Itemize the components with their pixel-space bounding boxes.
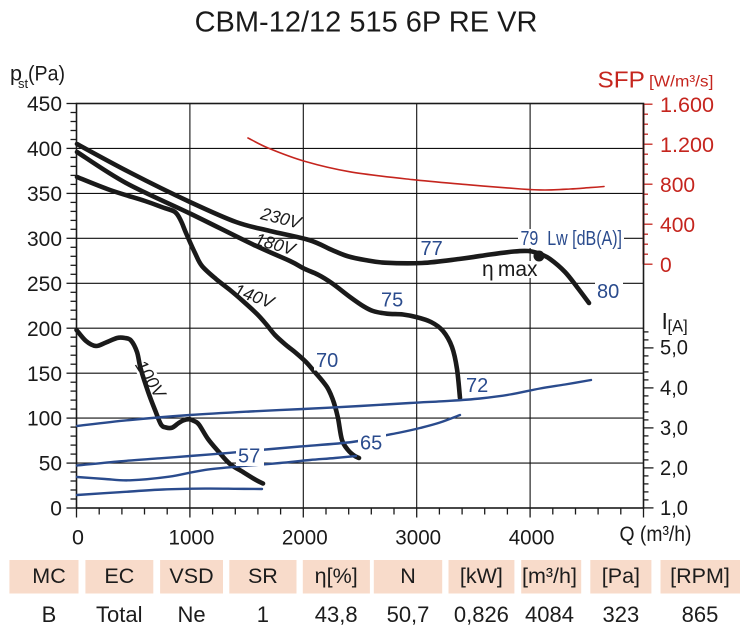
svg-text:3000: 3000 [395,526,441,550]
svg-text:250: 250 [27,272,62,296]
svg-text:300: 300 [27,227,62,251]
svg-text:1.600: 1.600 [660,93,714,117]
svg-text:1: 1 [257,602,269,627]
svg-text:SR: SR [248,564,278,588]
svg-text:75: 75 [381,290,403,312]
svg-text:(Pa): (Pa) [28,63,65,86]
svg-text:VSD: VSD [169,564,213,588]
svg-text:200: 200 [27,317,62,341]
svg-text:450: 450 [27,92,62,116]
svg-text:4000: 4000 [509,526,555,550]
svg-text:1.200: 1.200 [660,133,714,157]
svg-text:4084: 4084 [525,602,574,627]
svg-text:79 Lw [dB(A)]: 79 Lw [dB(A)] [521,228,623,250]
svg-text:η[%]: η[%] [315,564,358,588]
svg-text:77: 77 [421,238,443,260]
svg-text:50: 50 [39,452,62,476]
svg-text:400: 400 [27,137,62,161]
svg-text:CBM-12/12 515 6P RE VR: CBM-12/12 515 6P RE VR [195,7,538,39]
svg-text:p: p [10,62,22,86]
svg-text:72: 72 [466,375,488,397]
svg-text:57: 57 [238,446,260,468]
svg-text:N: N [400,564,416,588]
svg-text:η max: η max [482,258,538,281]
svg-text:[W/m³/s]: [W/m³/s] [649,74,713,91]
svg-text:0: 0 [50,497,62,521]
svg-text:1000: 1000 [169,526,215,550]
svg-text:70: 70 [316,350,338,372]
svg-text:800: 800 [660,173,695,197]
svg-text:st: st [18,76,29,91]
svg-text:[A]: [A] [668,318,688,336]
svg-text:80: 80 [597,281,619,303]
svg-text:0: 0 [660,253,672,277]
svg-text:400: 400 [660,213,695,237]
svg-text:43,8: 43,8 [315,602,358,627]
svg-text:323: 323 [603,602,640,627]
svg-text:5,0: 5,0 [660,336,688,360]
svg-text:1,0: 1,0 [660,496,688,520]
svg-text:150: 150 [27,362,62,386]
svg-text:B: B [42,602,57,627]
svg-text:Total: Total [96,602,142,627]
svg-text:2,0: 2,0 [660,456,688,480]
svg-text:50,7: 50,7 [387,602,430,627]
svg-text:[RPM]: [RPM] [670,564,730,588]
svg-text:0,826: 0,826 [454,602,509,627]
svg-text:0: 0 [72,526,84,550]
svg-text:[m³/h]: [m³/h] [522,564,577,588]
svg-text:100: 100 [27,407,62,431]
svg-text:350: 350 [27,182,62,206]
svg-text:Q (m³/h): Q (m³/h) [620,522,692,546]
svg-text:I: I [662,308,668,334]
svg-text:865: 865 [682,602,719,627]
svg-text:4,0: 4,0 [660,376,688,400]
svg-text:SFP: SFP [598,67,645,93]
svg-text:3,0: 3,0 [660,416,688,440]
svg-text:Ne: Ne [177,602,205,627]
svg-text:EC: EC [104,564,134,588]
svg-text:MC: MC [32,564,65,588]
svg-text:2000: 2000 [282,526,328,550]
svg-text:[Pa]: [Pa] [602,564,640,588]
svg-text:65: 65 [360,433,382,455]
svg-text:[kW]: [kW] [460,564,503,588]
